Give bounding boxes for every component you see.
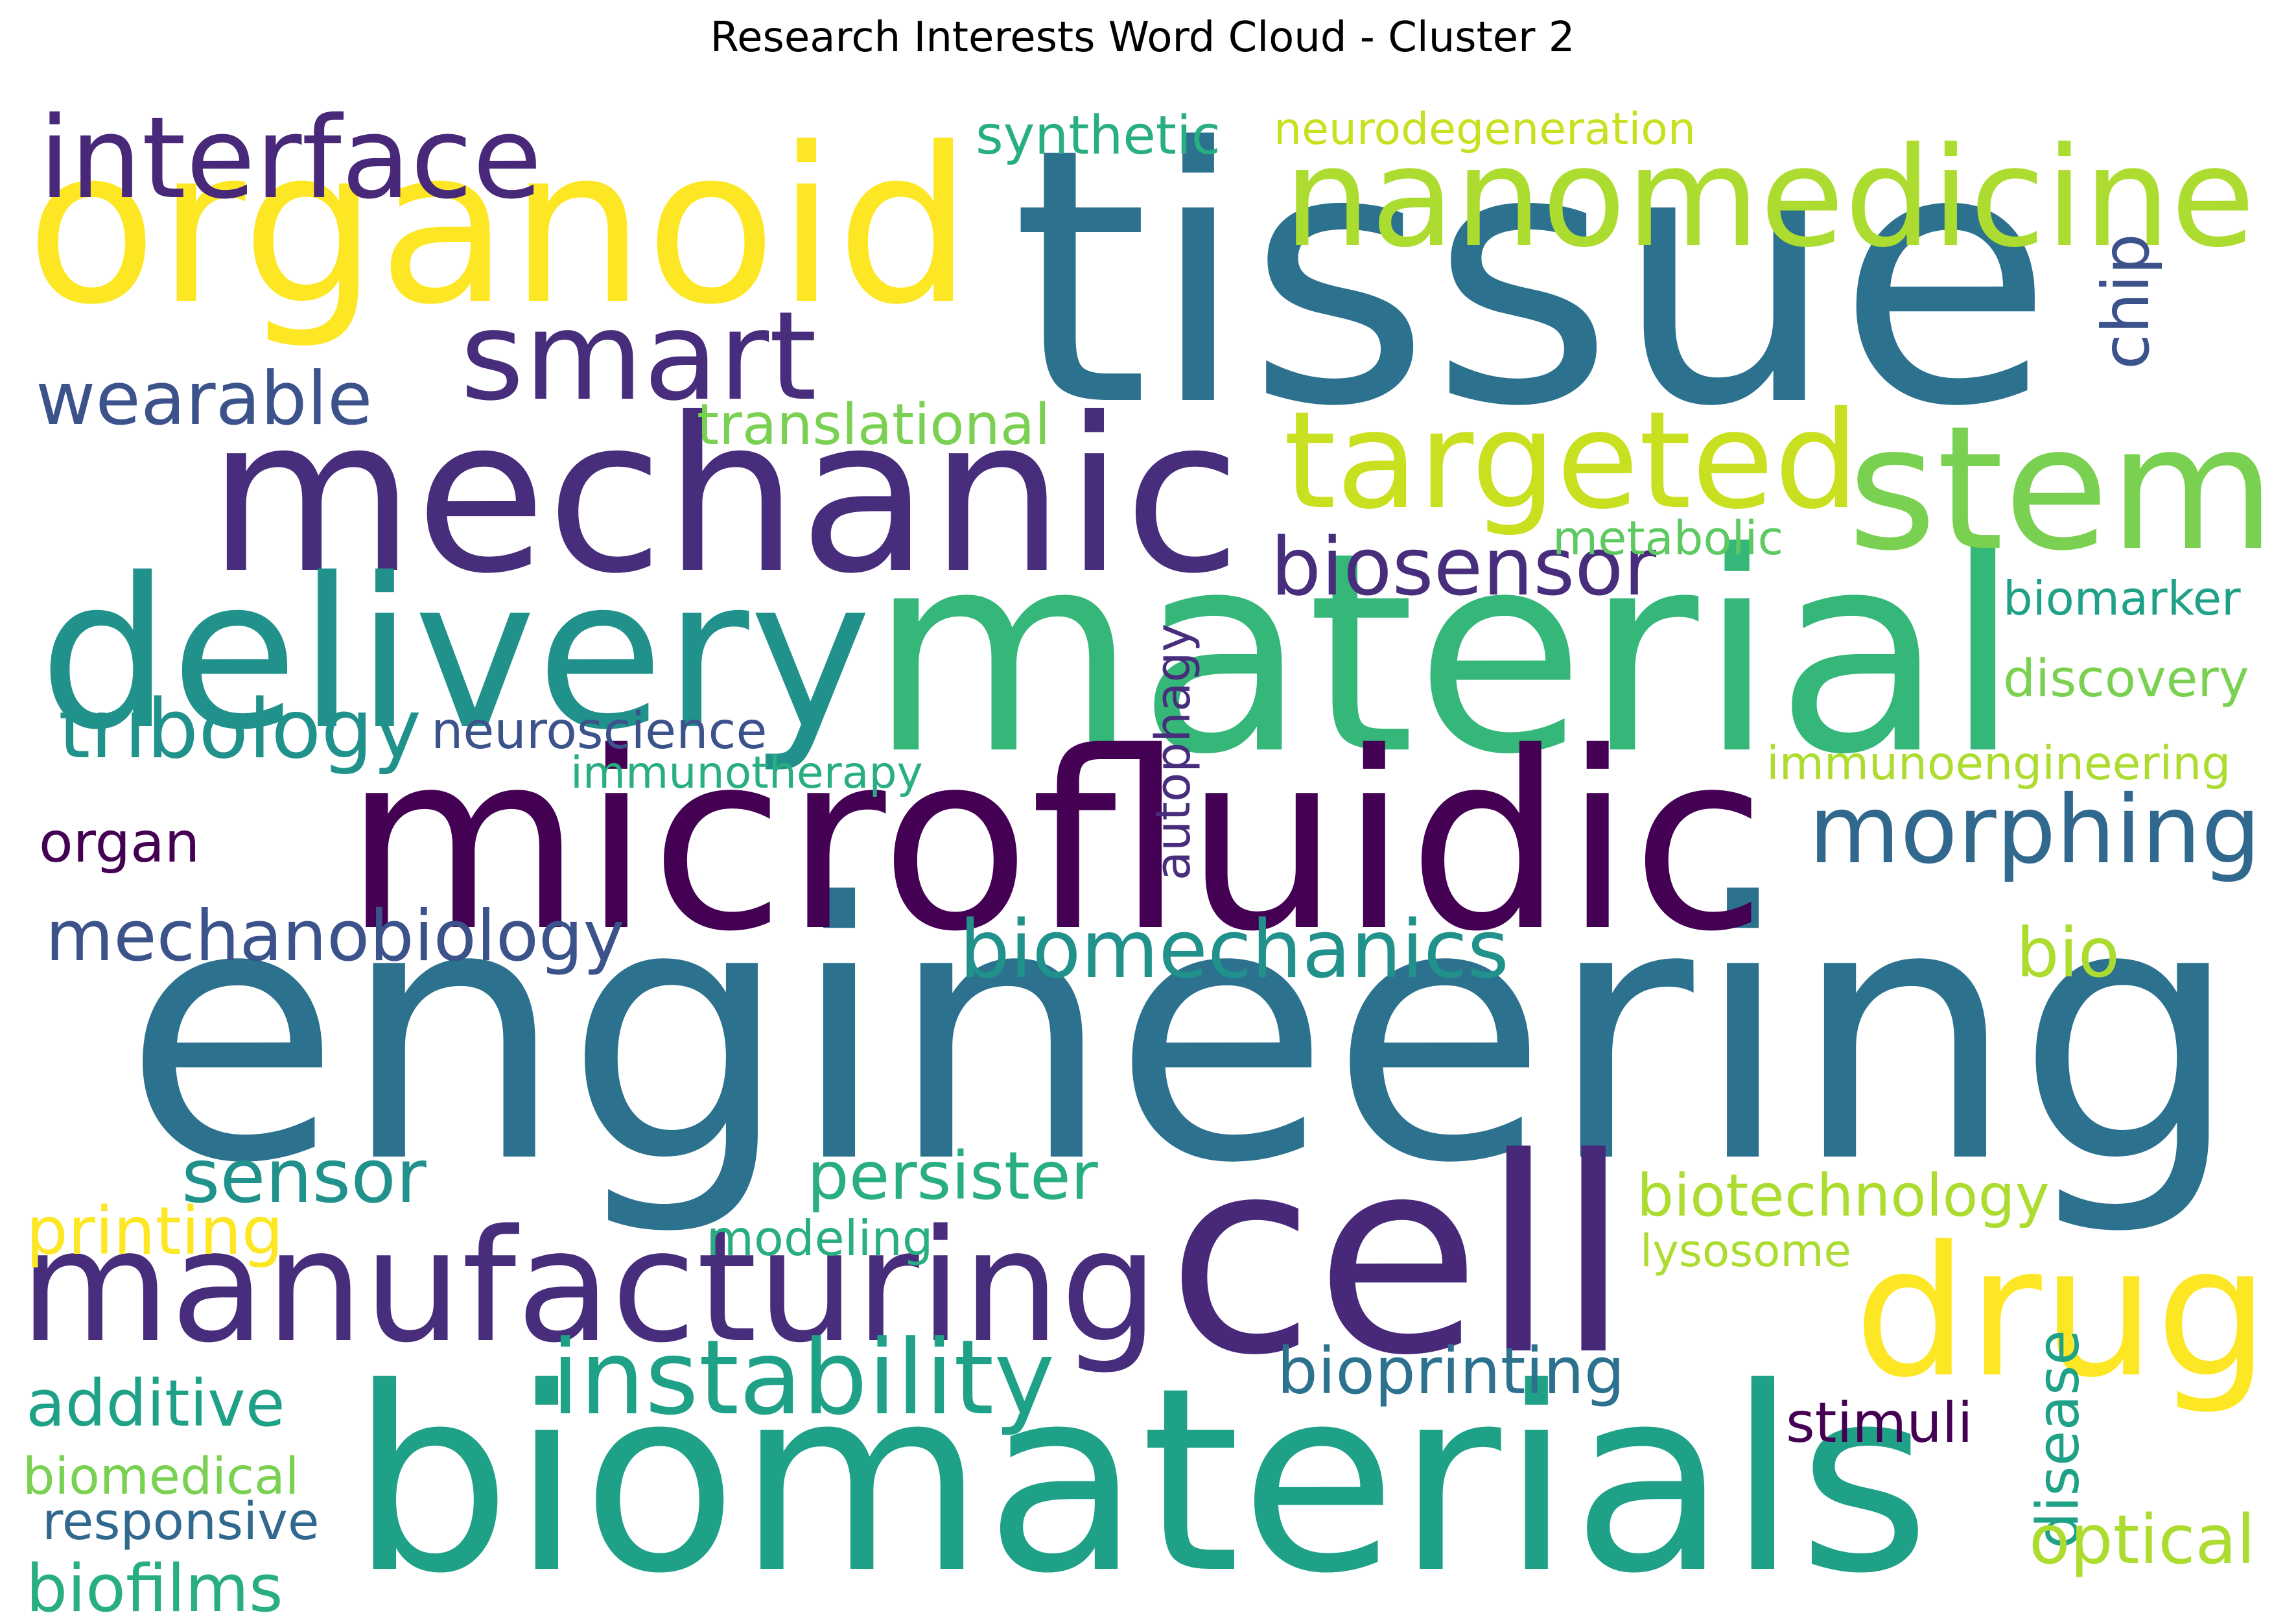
word-immunotherapy: immunotherapy [570, 747, 923, 799]
word-biotechnology: biotechnology [1637, 1162, 2050, 1230]
word-organoid: organoid [26, 102, 973, 352]
word-morphing: morphing [1809, 775, 2261, 885]
word-modeling: modeling [707, 1209, 933, 1267]
word-printing: printing [26, 1193, 284, 1270]
word-manufacturing: manufacturing [19, 1196, 1159, 1377]
word-targeted: targeted [1283, 382, 1860, 539]
word-biomedical: biomedical [23, 1447, 299, 1506]
word-biofilms: biofilms [26, 1549, 283, 1624]
word-engineering: engineering [123, 828, 2241, 1240]
word-tissue: tissue [1011, 73, 2054, 484]
word-discovery: discovery [2003, 649, 2249, 709]
word-translational: translational [697, 391, 1051, 458]
word-neurodegeneration: neurodegeneration [1274, 104, 1696, 155]
word-immunoengineering: immunoengineering [1766, 736, 2231, 790]
word-optical: optical [2029, 1500, 2256, 1579]
word-autophagy: autophagy [1145, 623, 1201, 881]
word-neuroscience: neuroscience [431, 701, 768, 760]
word-microfluidic: microfluidic [344, 700, 1766, 985]
word-bioprinting: bioprinting [1277, 1334, 1625, 1409]
word-mechanobiology: mechanobiology [45, 896, 625, 977]
word-tribology: tribology [58, 681, 421, 777]
word-interface: interface [39, 93, 543, 224]
word-synthetic: synthetic [976, 105, 1221, 167]
word-metabolic: metabolic [1553, 511, 1784, 565]
word-nanomedicine: nanomedicine [1283, 117, 2256, 277]
page-title: Research Interests Word Cloud - Cluster … [710, 14, 1575, 62]
word-additive: additive [26, 1366, 285, 1441]
word-sensor: sensor [182, 1133, 427, 1219]
word-organ: organ [39, 810, 200, 875]
word-biomechanics: biomechanics [959, 903, 1509, 996]
word-instability: instability [551, 1317, 1055, 1438]
word-responsive: responsive [42, 1492, 320, 1551]
word-chip: chip [2088, 233, 2164, 370]
word-mechanic: mechanic [207, 371, 1241, 620]
word-persister: persister [807, 1138, 1098, 1215]
word-drug: drug [1854, 1208, 2270, 1417]
word-stimuli: stimuli [1786, 1391, 1973, 1455]
word-smart: smart [460, 285, 817, 428]
word-bio: bio [2016, 913, 2120, 993]
word-material: material [869, 494, 2022, 815]
word-biomarker: biomarker [2003, 571, 2241, 626]
word-biomaterials: biomaterials [350, 1334, 1930, 1624]
word-delivery: delivery [39, 534, 872, 775]
word-biosensor: biosensor [1271, 521, 1657, 614]
word-stem: stem [1847, 390, 2276, 589]
word-lysosome: lysosome [1640, 1225, 1851, 1277]
word-cell: cell [1167, 1101, 1631, 1415]
word-wearable: wearable [36, 355, 373, 441]
